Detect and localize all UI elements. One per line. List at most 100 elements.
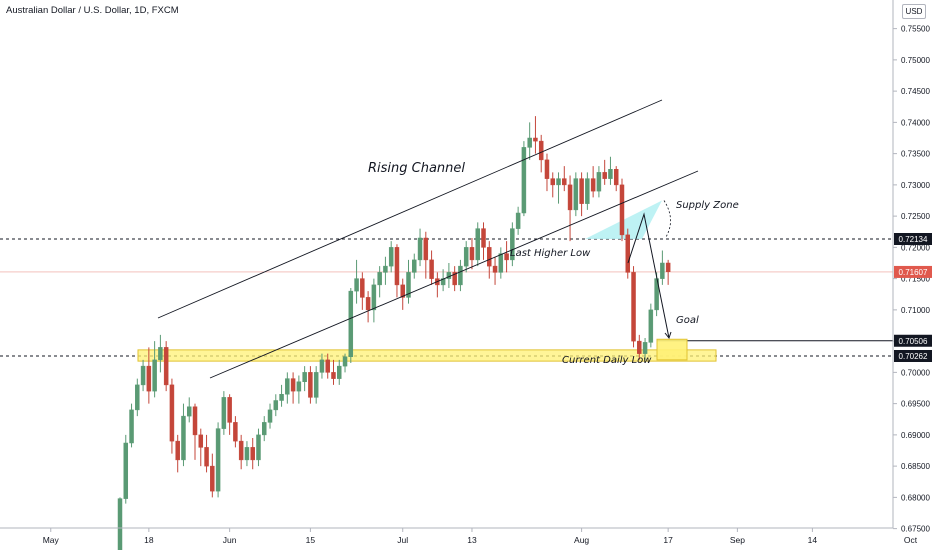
candle xyxy=(302,366,307,392)
candle-body xyxy=(579,178,584,204)
candle-body xyxy=(210,465,215,492)
candle xyxy=(360,272,365,310)
candle xyxy=(123,434,129,504)
candle-body xyxy=(117,498,123,550)
candle-body xyxy=(296,381,302,392)
price-axis-label: 0.71607 xyxy=(894,265,932,278)
candle xyxy=(660,250,665,285)
candle-body xyxy=(175,440,180,461)
channel-lower-line xyxy=(209,170,699,379)
candle-body xyxy=(256,434,261,461)
candle xyxy=(192,403,198,460)
candle-body xyxy=(273,400,279,411)
time-tick-label: 18 xyxy=(144,535,154,545)
last-higher-low-label: Last Higher Low xyxy=(510,248,591,259)
price-tick-label: 0.71500 xyxy=(901,275,930,284)
candle-body xyxy=(463,247,469,267)
candle xyxy=(129,403,134,448)
candle-body xyxy=(527,137,532,148)
candle xyxy=(665,259,671,285)
time-tick-label: Aug xyxy=(574,535,589,545)
price-axis[interactable]: 0.75500 0.75000 0.74500 0.74000 0.73500 0.730… xyxy=(892,0,932,534)
candle xyxy=(538,134,544,173)
candle xyxy=(267,403,273,429)
price-tick-label: 0.73000 xyxy=(901,181,930,190)
time-tick-label: 15 xyxy=(306,535,316,545)
candle xyxy=(521,141,527,217)
candle xyxy=(365,291,371,323)
candle-body xyxy=(308,372,313,398)
candle xyxy=(394,244,400,298)
supply-zone-label: Supply Zone xyxy=(676,200,739,211)
candle xyxy=(400,278,405,310)
candle xyxy=(273,394,279,417)
candle xyxy=(117,497,123,550)
chart-title: Australian Dollar / U.S. Dollar, 1D, FXC… xyxy=(6,5,179,16)
candle-body xyxy=(475,228,480,261)
price-axis-label-bg xyxy=(894,334,932,347)
candle-body xyxy=(440,278,446,286)
candle xyxy=(452,266,457,292)
candle-body xyxy=(331,372,336,379)
candle xyxy=(250,438,255,470)
chart-zones xyxy=(137,200,717,362)
candle xyxy=(567,175,573,242)
candle-body xyxy=(360,278,365,298)
candle xyxy=(527,122,532,160)
candle-body xyxy=(452,272,457,286)
candle-body xyxy=(163,347,169,386)
candle-body xyxy=(515,212,521,229)
price-tick-label: 0.72500 xyxy=(901,212,930,221)
candle xyxy=(440,269,446,292)
candle xyxy=(256,428,261,467)
chart-grid xyxy=(0,238,893,357)
candle-body xyxy=(388,247,394,267)
candle-body xyxy=(140,365,146,386)
candle xyxy=(423,231,429,279)
candle xyxy=(348,288,354,363)
candle-body xyxy=(383,265,388,273)
candle-body xyxy=(400,284,405,298)
candle-body xyxy=(244,447,250,461)
candle xyxy=(544,153,550,192)
price-axis-label-text: 0.72134 xyxy=(899,235,928,244)
candle-body xyxy=(181,415,186,461)
candle-body xyxy=(198,434,204,448)
candle xyxy=(475,222,480,267)
support-zone xyxy=(137,349,717,362)
candle-body xyxy=(567,184,573,211)
price-tick-label: 0.69000 xyxy=(901,431,930,440)
candle-body xyxy=(423,237,429,261)
price-tick-label: 0.74000 xyxy=(901,118,930,127)
candle-body xyxy=(337,365,342,379)
candle-body xyxy=(625,234,631,273)
candle xyxy=(319,353,325,379)
candle xyxy=(181,403,186,467)
candle xyxy=(590,166,596,198)
currency-button[interactable]: USD xyxy=(902,4,926,19)
candle-body xyxy=(192,406,198,436)
candle-body xyxy=(492,265,498,273)
candle-body xyxy=(521,147,527,214)
candle-body xyxy=(325,359,330,373)
candle xyxy=(285,372,290,404)
candle xyxy=(469,238,475,270)
time-tick-label: Sep xyxy=(730,535,745,545)
time-axis[interactable]: May18Jun15Jul13Aug17Sep14Oct19Nov16Dec xyxy=(0,527,932,545)
candle xyxy=(146,347,152,404)
candle-body xyxy=(377,272,382,286)
chart-annotations: Rising Channel Supply Zone Last Higher Low… xyxy=(368,161,739,366)
candle xyxy=(429,250,434,285)
candle-body xyxy=(573,178,579,211)
candle-body xyxy=(250,447,255,461)
candle xyxy=(354,259,359,304)
candle xyxy=(642,338,648,360)
candle xyxy=(458,259,463,292)
candle xyxy=(244,441,250,467)
candle xyxy=(533,116,538,154)
candle xyxy=(579,172,584,217)
candle-body xyxy=(371,284,377,311)
price-tick-label: 0.68500 xyxy=(901,462,930,471)
price-axis-label: 0.70506 xyxy=(894,334,932,347)
